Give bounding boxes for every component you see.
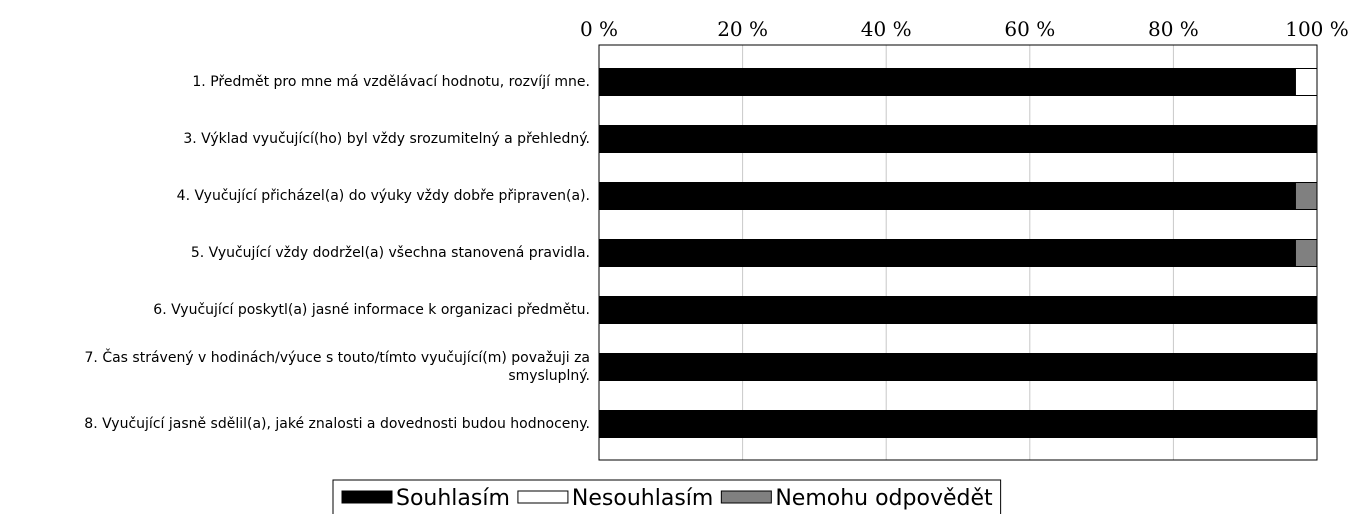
category-label: 7. Čas strávený v hodinách/výuce s touto… <box>84 350 590 384</box>
bar-segment <box>598 410 1318 438</box>
bar-segment <box>598 239 1296 267</box>
x-tick-label: 0 % <box>580 17 618 41</box>
category-label: 5. Vyučující vždy dodržel(a) všechna sta… <box>190 245 590 261</box>
legend-swatch <box>720 490 772 504</box>
x-tick-label: 20 % <box>717 17 768 41</box>
bar-segment <box>598 182 1296 210</box>
category-label: 8. Vyučující jasně sdělil(a), jaké znalo… <box>84 416 590 432</box>
bar-segment <box>598 125 1318 153</box>
legend-box <box>332 479 1002 514</box>
x-tick-label: 60 % <box>1004 17 1055 41</box>
bar-segment <box>598 353 1318 381</box>
plot-frame <box>598 44 1318 461</box>
category-label: 3. Výklad vyučující(ho) byl vždy srozumi… <box>183 131 590 147</box>
legend-label: Nesouhlasím <box>572 486 713 511</box>
category-label: 4. Vyučující přicházel(a) do výuky vždy … <box>176 188 590 204</box>
x-tick-label: 40 % <box>861 17 912 41</box>
legend-label: Nemohu odpovědět <box>775 486 993 511</box>
legend: Souhlasím Nesouhlasím Nemohu odpovědět <box>332 479 1002 514</box>
x-tick-label: 80 % <box>1148 17 1199 41</box>
category-label: 6. Vyučující poskytl(a) jasné informace … <box>153 302 590 318</box>
bar-segment <box>1294 182 1318 210</box>
bar-segment <box>598 296 1318 324</box>
legend-swatch <box>517 490 569 504</box>
category-label: 1. Předmět pro mne má vzdělávací hodnotu… <box>192 74 590 90</box>
x-tick-label: 100 % <box>1285 17 1349 41</box>
legend-swatch <box>341 490 393 504</box>
bar-segment <box>1294 239 1318 267</box>
bar-segment <box>598 68 1296 96</box>
legend-label: Souhlasím <box>396 486 510 511</box>
bar-segment <box>1294 68 1318 96</box>
